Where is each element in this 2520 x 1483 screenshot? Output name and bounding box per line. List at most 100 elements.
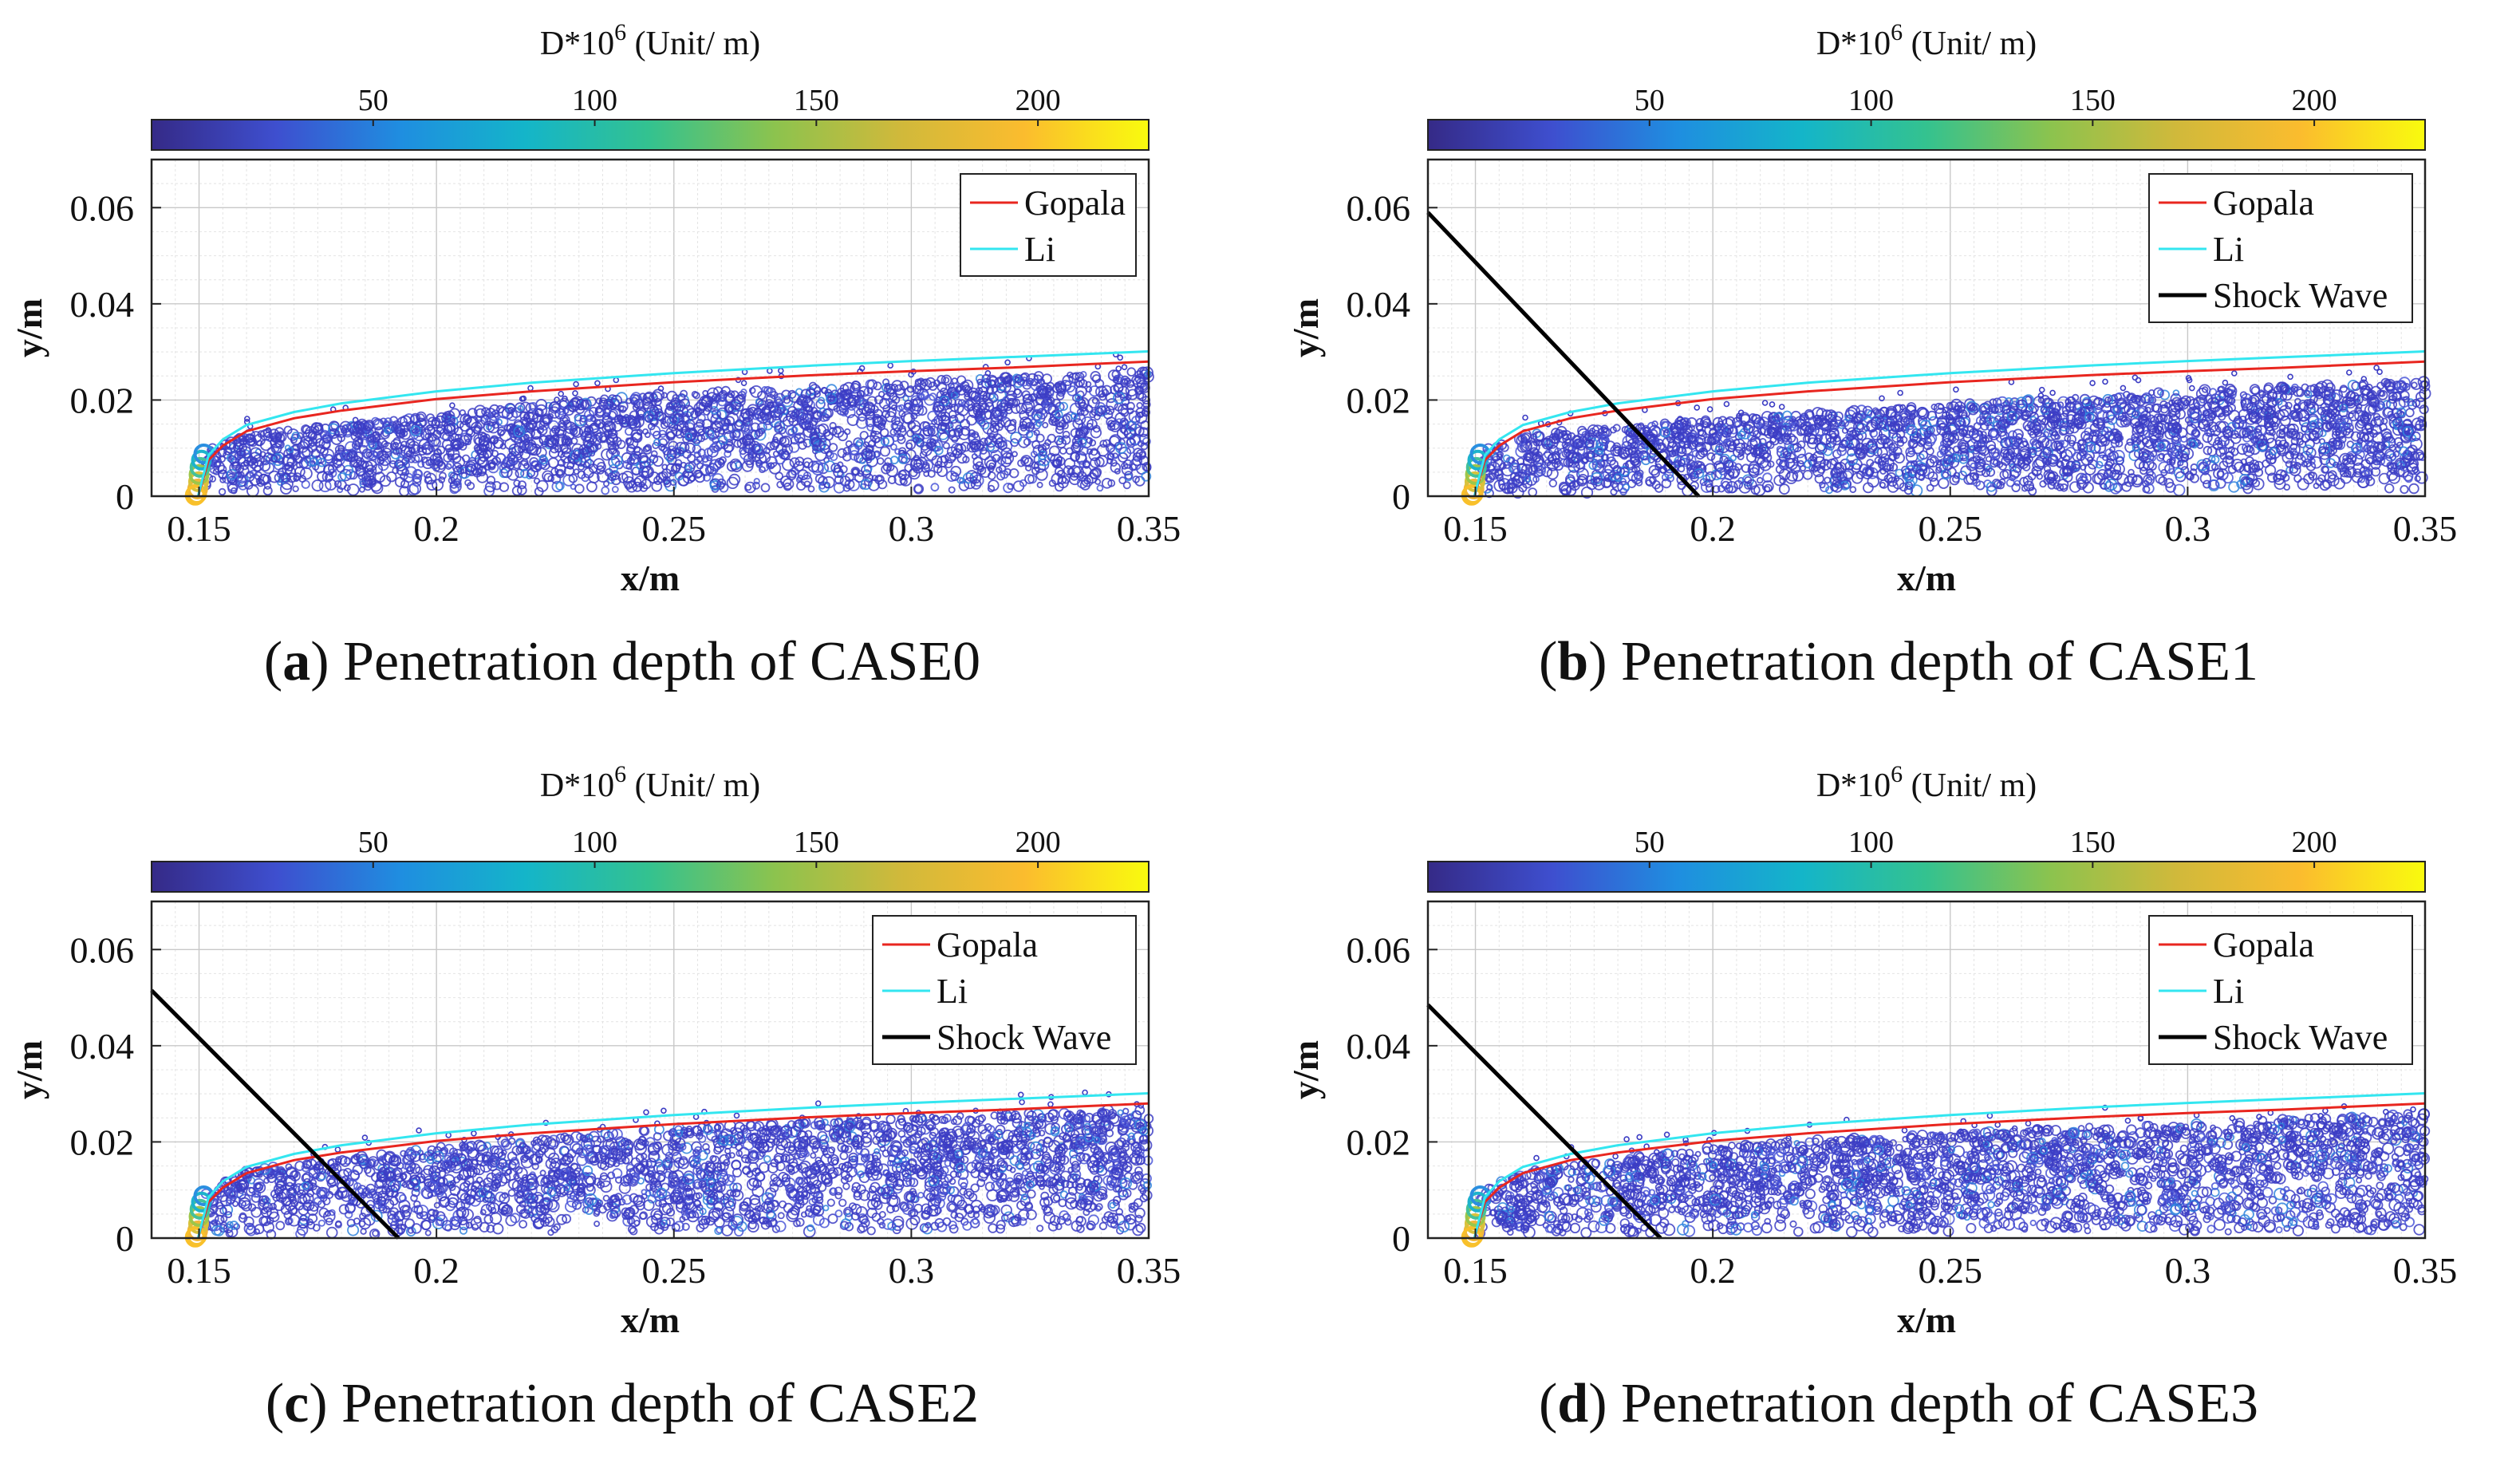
droplet-point [822,408,832,419]
droplet-point [711,420,724,433]
droplet-point [763,386,772,395]
droplet-point [767,387,774,394]
droplet-point [2239,391,2248,399]
droplet-point [333,429,341,437]
droplet-point [761,406,771,416]
droplet-point [947,391,956,399]
droplet-point [2360,415,2371,425]
droplet-point [1047,452,1056,462]
droplet-point [811,463,824,475]
droplet-point [390,424,399,432]
droplet-point [393,459,404,470]
colorbar-title-b: D*106 (Unit/ m) [1816,19,2037,62]
droplet-point [1935,420,1946,431]
droplet-point [2347,380,2360,392]
droplet-point [809,416,818,427]
droplet-point [337,444,345,453]
droplet-point [1686,454,1697,466]
droplet-point [771,438,780,448]
droplet-point [1143,463,1152,472]
droplet-point [417,446,428,456]
droplet-point [879,446,891,457]
droplet-point [661,463,668,471]
droplet-point [1085,385,1093,393]
droplet-point [992,409,1004,421]
droplet-point [314,462,325,474]
droplet-point [641,397,653,410]
droplet-point [2002,400,2010,408]
droplet-point [2123,418,2130,426]
droplet-point [1031,440,1040,449]
droplet-point [445,412,452,420]
droplet-point [625,463,633,471]
droplet-point [357,459,367,470]
droplet-point [217,448,227,458]
droplet-point [1661,478,1672,489]
droplet-point [845,440,853,448]
droplet-point [2250,396,2258,404]
droplet-point [709,480,720,491]
droplet-point [708,434,716,441]
droplet-point [1686,464,1693,471]
droplet-point [1136,402,1143,409]
droplet-point [1581,456,1589,463]
droplet-point [933,379,941,388]
droplet-point [458,467,471,479]
droplet-point [1042,442,1051,450]
droplet-point [2134,458,2146,470]
droplet-point [822,475,835,489]
droplet-point [746,459,755,468]
droplet-point [266,447,276,456]
droplet-point [443,424,453,434]
droplet-point [1971,404,1978,412]
colorbar-tick-label: 100 [572,84,617,117]
droplet-point [2169,410,2177,418]
droplet-point [866,396,877,407]
droplet-point [783,396,791,404]
droplet-point [2105,458,2115,467]
droplet-point [2365,476,2376,487]
droplet-point [740,388,747,396]
droplet-point [886,407,897,418]
droplet-point [1990,458,1999,468]
droplet-point [1094,407,1104,417]
droplet-point [2207,421,2218,432]
droplet-point [1676,474,1688,486]
droplet-point [891,416,901,426]
droplet-point [979,437,988,447]
droplet-point [2158,461,2171,474]
droplet-point [2008,430,2017,440]
droplet-point [2396,407,2407,417]
droplet-point [2114,430,2123,440]
droplet-point [899,381,909,391]
colorbar-tick-label: 200 [1015,84,1061,117]
droplet-point [2386,398,2398,410]
droplet-point [354,423,363,432]
colorbar-title-base: D*10 [1816,26,1891,62]
droplet-point [1986,440,1997,452]
droplet-point [814,427,821,434]
droplet-point [1112,377,1119,384]
droplet-point [465,465,475,475]
droplet-point [834,426,842,435]
droplet-point [1624,459,1636,471]
droplet-point [2296,452,2304,460]
droplet-point [598,397,608,407]
droplet-point [2224,383,2236,395]
droplet-point [1042,401,1052,412]
droplet-point [2054,433,2061,440]
droplet-point [724,416,735,427]
droplet-point [950,392,959,400]
droplet-point [964,385,972,395]
droplet-point [1024,474,1035,484]
droplet-point [739,447,747,456]
droplet-point [519,411,530,421]
droplet-point [1823,446,1833,456]
droplet-point [394,476,406,487]
droplet-point [1054,435,1064,446]
droplet-point [1035,433,1045,443]
droplet-point [1017,459,1025,467]
droplet-point [910,412,918,420]
droplet-point [617,404,625,412]
droplet-point [1585,437,1599,450]
